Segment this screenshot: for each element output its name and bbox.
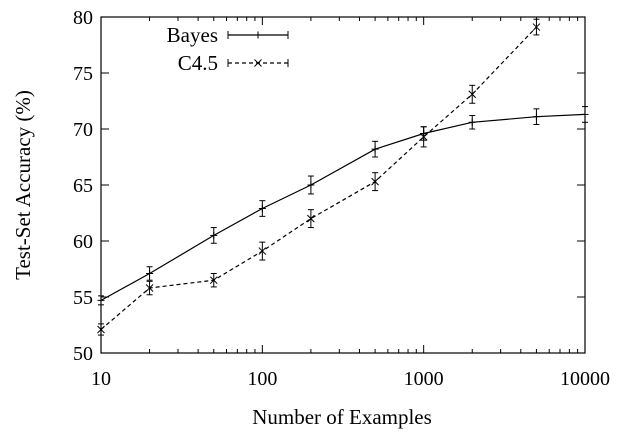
x-tick-label: 10 — [91, 368, 111, 390]
y-tick-label: 65 — [73, 175, 93, 197]
data-point — [532, 23, 541, 31]
x-axis-title: Number of Examples — [252, 405, 432, 429]
x-tick-label: 10000 — [560, 368, 610, 390]
y-tick-label: 75 — [73, 63, 93, 85]
legend: Bayes C4.5 — [167, 23, 289, 75]
legend-entry: C4.5 — [178, 51, 289, 75]
data-point — [468, 118, 476, 126]
x-tick-label: 1000 — [404, 368, 444, 390]
plot-frame — [100, 16, 586, 354]
data-point — [210, 231, 218, 239]
data-point — [258, 247, 267, 255]
y-tick-label: 60 — [73, 231, 93, 253]
data-point — [468, 90, 477, 99]
data-point — [97, 296, 105, 304]
y-axis-title: Test-Set Accuracy (%) — [11, 90, 35, 280]
legend-label: C4.5 — [178, 51, 218, 75]
y-tick-label: 80 — [73, 7, 93, 29]
data-point — [145, 284, 154, 292]
legend-marker — [254, 59, 262, 67]
series-1 — [97, 106, 589, 306]
data-point — [581, 110, 589, 118]
x-tick-label: 100 — [247, 368, 277, 390]
data-point — [307, 214, 315, 223]
y-tick-label: 50 — [73, 343, 93, 365]
series-layer — [97, 18, 589, 336]
data-point — [209, 276, 218, 285]
data-point — [146, 269, 154, 277]
legend-marker — [254, 31, 262, 39]
series-line — [100, 113, 586, 301]
series-line — [100, 26, 537, 330]
legend-label: Bayes — [167, 23, 218, 47]
data-point — [371, 177, 379, 186]
axes-layer: 50 55 60 65 70 75 80 10 100 1000 10000 — [73, 7, 610, 390]
data-point — [258, 205, 266, 213]
data-point — [371, 145, 379, 153]
data-point — [307, 181, 315, 189]
y-tick-label: 55 — [73, 287, 93, 309]
data-point — [532, 113, 540, 121]
y-tick-label: 70 — [73, 119, 93, 141]
data-point — [97, 325, 105, 334]
legend-entry: Bayes — [167, 23, 289, 47]
series-2 — [97, 18, 541, 336]
data-point — [419, 132, 428, 141]
